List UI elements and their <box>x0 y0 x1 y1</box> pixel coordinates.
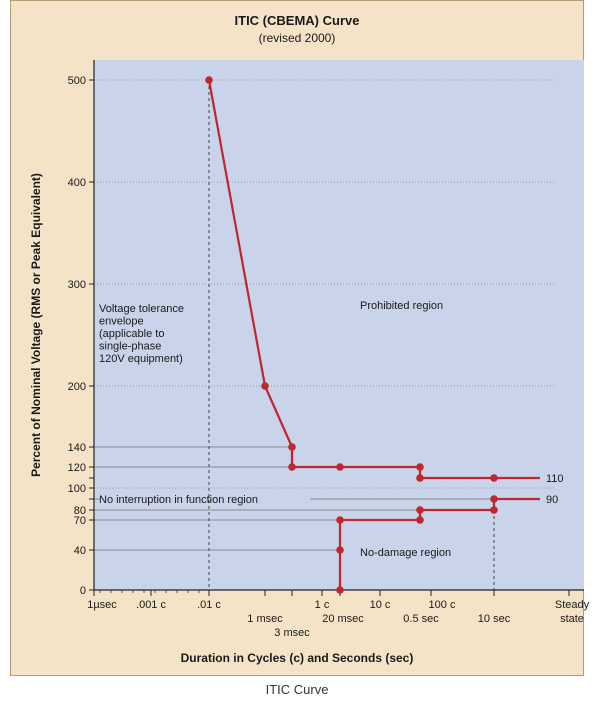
curve-point <box>205 76 213 84</box>
x-tick-label: 1 msec <box>247 613 283 625</box>
curve-point <box>416 463 424 471</box>
y-tick-label: 0 <box>80 585 86 597</box>
x-tick-label: 1µsec <box>87 599 117 611</box>
curve-point <box>416 474 424 482</box>
end-label-90: 90 <box>546 494 558 506</box>
y-tick-label: 120 <box>68 462 86 474</box>
y-tick-label: 100 <box>68 483 86 495</box>
curve-point <box>416 516 424 524</box>
plot-area <box>94 60 584 590</box>
annotation-envelope: Voltage tolerance <box>99 303 184 315</box>
curve-point <box>336 516 344 524</box>
annotation-envelope: (applicable to <box>99 328 164 340</box>
x-tick-label: 0.5 sec <box>403 613 439 625</box>
curve-point <box>336 546 344 554</box>
curve-point <box>336 586 344 594</box>
y-tick-label: 70 <box>74 515 86 527</box>
figure-caption: ITIC Curve <box>265 682 329 697</box>
x-tick-label: 1 c <box>315 599 330 611</box>
curve-point <box>490 506 498 514</box>
x-axis-label: Duration in Cycles (c) and Seconds (sec) <box>181 651 414 665</box>
chart-title: ITIC (CBEMA) Curve <box>235 13 360 28</box>
y-tick-label: 200 <box>68 381 86 393</box>
y-tick-label: 300 <box>68 279 86 291</box>
y-tick-label: 140 <box>68 442 86 454</box>
x-tick-label: 3 msec <box>274 627 310 639</box>
x-tick-label: state <box>560 613 584 625</box>
annotation-envelope: single-phase <box>99 341 161 353</box>
y-axis-label: Percent of Nominal Voltage (RMS or Peak … <box>29 173 43 477</box>
y-tick-label: 80 <box>74 505 86 517</box>
curve-point <box>336 463 344 471</box>
annotation-no-interruption: No interruption in function region <box>99 494 258 506</box>
curve-point <box>288 443 296 451</box>
y-tick-label: 40 <box>74 545 86 557</box>
y-tick-label: 400 <box>68 177 86 189</box>
x-tick-label: .001 c <box>136 599 166 611</box>
x-tick-label: 20 msec <box>322 613 364 625</box>
curve-point <box>490 495 498 503</box>
annotation-no-damage: No-damage region <box>360 547 451 559</box>
x-tick-label: .01 c <box>197 599 221 611</box>
x-tick-label: 100 c <box>429 599 456 611</box>
annotation-envelope: 120V equipment) <box>99 353 183 365</box>
annotation-prohibited: Prohibited region <box>360 300 443 312</box>
curve-point <box>261 382 269 390</box>
x-tick-label: 10 c <box>370 599 391 611</box>
y-tick-label: 500 <box>68 75 86 87</box>
x-tick-label: Steady <box>555 599 590 611</box>
curve-point <box>288 463 296 471</box>
end-label-110: 110 <box>546 473 564 485</box>
curve-point <box>490 474 498 482</box>
x-tick-label: 10 sec <box>478 613 511 625</box>
chart-subtitle: (revised 2000) <box>259 31 336 45</box>
curve-point <box>416 506 424 514</box>
annotation-envelope: envelope <box>99 316 144 328</box>
